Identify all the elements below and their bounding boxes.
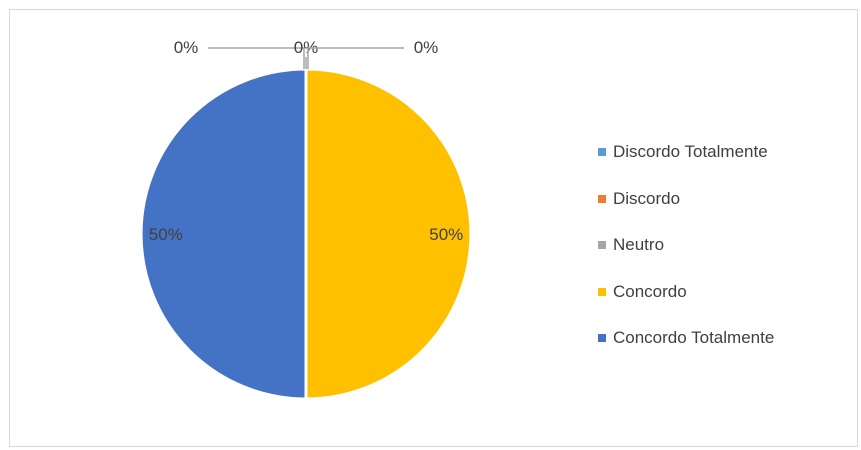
legend-swatch — [598, 287, 606, 296]
legend-label: Concordo — [613, 281, 687, 301]
pie-slice-concordo — [304, 67, 473, 401]
leader-line-discordo-totalmente — [208, 47, 305, 69]
pie-slice-concordo-totalmente — [139, 67, 308, 401]
legend-swatch — [598, 334, 606, 342]
legend-label: Discordo — [613, 188, 681, 208]
legend-swatch — [598, 194, 606, 203]
data-label-concordo-totalmente: 50% — [149, 225, 183, 244]
data-label-discordo-totalmente: 0% — [174, 38, 199, 57]
legend: Discordo Totalmente Discordo Neutro Concord… — [598, 140, 774, 373]
pie-chart: 0% 0% 0% 50% 50% — [139, 38, 473, 401]
legend-label: Discordo Totalmente — [613, 142, 768, 161]
legend-label: Neutro — [613, 235, 665, 254]
data-label-concordo: 50% — [429, 225, 463, 244]
legend-item-discordo-totalmente: Discordo Totalmente — [598, 140, 774, 164]
data-label-discordo: 0% — [294, 38, 319, 57]
legend-item-concordo: Concordo — [598, 280, 774, 304]
legend-swatch — [598, 241, 606, 249]
legend-item-concordo-totalmente: Concordo Totalmente — [598, 326, 774, 350]
legend-label: Concordo Totalmente — [613, 328, 775, 347]
legend-swatch — [598, 148, 606, 156]
legend-item-neutro: Neutro — [598, 233, 774, 257]
leader-line-neutro — [307, 47, 404, 69]
data-label-neutro: 0% — [414, 38, 439, 57]
legend-item-discordo: Discordo — [598, 187, 774, 211]
chart-area: 0% 0% 0% 50% 50% Discordo Totalmente Discordo… — [9, 9, 858, 447]
